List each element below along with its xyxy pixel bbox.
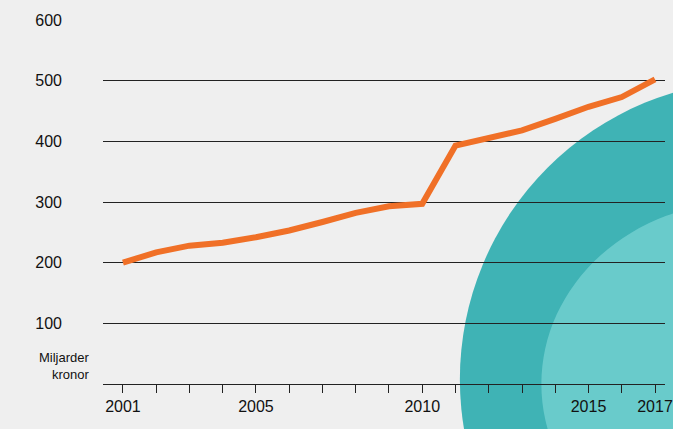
svg-text:2001: 2001: [105, 398, 141, 415]
svg-text:600: 600: [35, 12, 62, 29]
svg-text:2010: 2010: [404, 398, 440, 415]
svg-text:400: 400: [35, 133, 62, 150]
svg-text:500: 500: [35, 72, 62, 89]
svg-text:2015: 2015: [571, 398, 607, 415]
svg-text:2017: 2017: [637, 398, 673, 415]
svg-text:2005: 2005: [238, 398, 274, 415]
svg-text:200: 200: [35, 254, 62, 271]
svg-text:100: 100: [35, 315, 62, 332]
svg-text:Miljarderkronor: Miljarderkronor: [39, 350, 90, 382]
svg-text:300: 300: [35, 194, 62, 211]
